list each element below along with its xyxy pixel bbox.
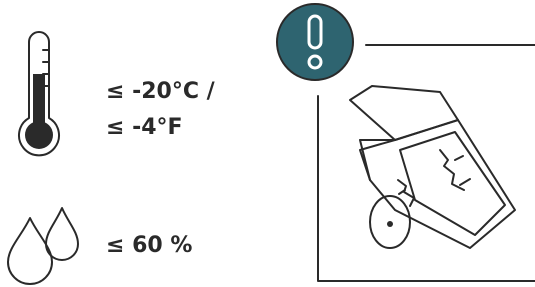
warning-icon [277, 4, 353, 80]
humidity-icon [8, 208, 78, 284]
temperature-fahrenheit: ≤ -4°F [106, 115, 183, 140]
humidity-limit: ≤ 60 % [106, 233, 192, 258]
storage-conditions: ≤ -20°C / ≤ -4°F ≤ 60 % [0, 0, 535, 287]
thermometer-icon [19, 32, 59, 155]
damaged-trailer [350, 86, 515, 248]
temperature-celsius: ≤ -20°C / [106, 79, 216, 104]
